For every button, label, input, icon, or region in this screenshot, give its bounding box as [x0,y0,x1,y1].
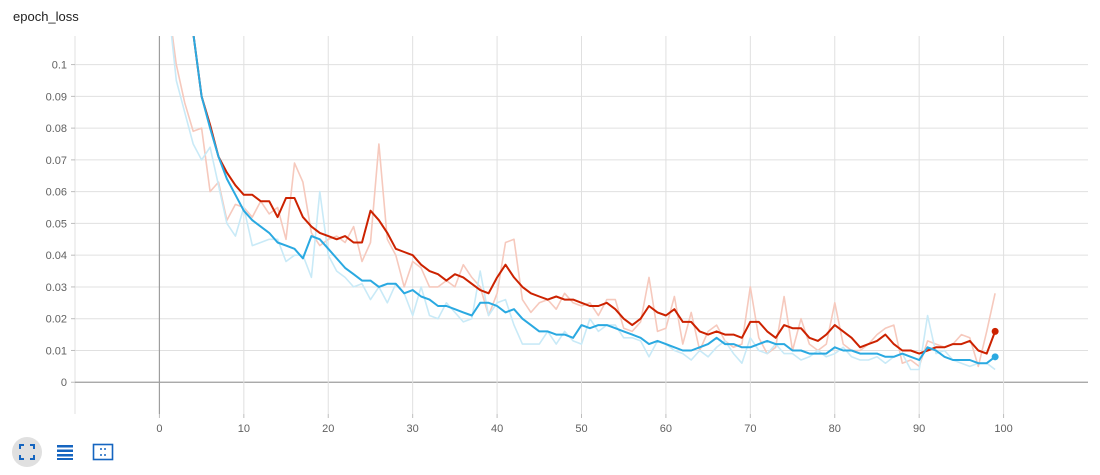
y-tick-label: 0.03 [46,282,67,294]
x-tick-label: 60 [660,423,672,432]
series-line-2 [171,36,996,368]
y-tick-label: 0.1 [52,60,67,72]
x-tick-label: 40 [491,423,503,432]
y-tick-label: 0.04 [46,250,67,262]
dashed-box-icon [92,443,114,461]
fit-domain-button[interactable] [88,437,118,467]
x-tick-label: 10 [238,423,250,432]
y-tick-label: 0 [61,377,67,389]
chart-title: epoch_loss [13,9,79,24]
series-line-1 [192,36,996,365]
x-tick-label: 90 [913,423,925,432]
x-tick-label: 20 [322,423,334,432]
fit-to-data-button[interactable] [12,437,42,467]
y-tick-label: 0.08 [46,123,67,135]
series-line-0 [192,36,997,355]
x-tick-label: 70 [744,423,756,432]
x-tick-label: 30 [407,423,419,432]
y-tick-label: 0.01 [46,345,67,357]
series-endpoint-1 [991,353,999,361]
y-tick-label: 0.09 [46,91,67,103]
x-tick-label: 100 [994,423,1012,432]
chart-area[interactable]: 0 0.01 0.02 0.03 0.04 0.05 0.06 0.07 0.08 0.09 0.1… [0,0,1100,432]
y-tick-label: 0.02 [46,314,67,326]
y-tick-label: 0.05 [46,218,67,230]
y-tick-label: 0.06 [46,187,67,199]
toggle-log-scale-button[interactable] [50,437,80,467]
series-endpoint-0 [991,327,999,335]
x-tick-label: 50 [575,423,587,432]
series-line-3 [170,36,996,371]
x-tick-label: 0 [156,423,162,432]
y-tick-label: 0.07 [46,155,67,167]
list-icon [57,445,73,460]
x-tick-label: 80 [829,423,841,432]
chart-toolbar [12,437,118,467]
fullscreen-icon [19,444,35,460]
